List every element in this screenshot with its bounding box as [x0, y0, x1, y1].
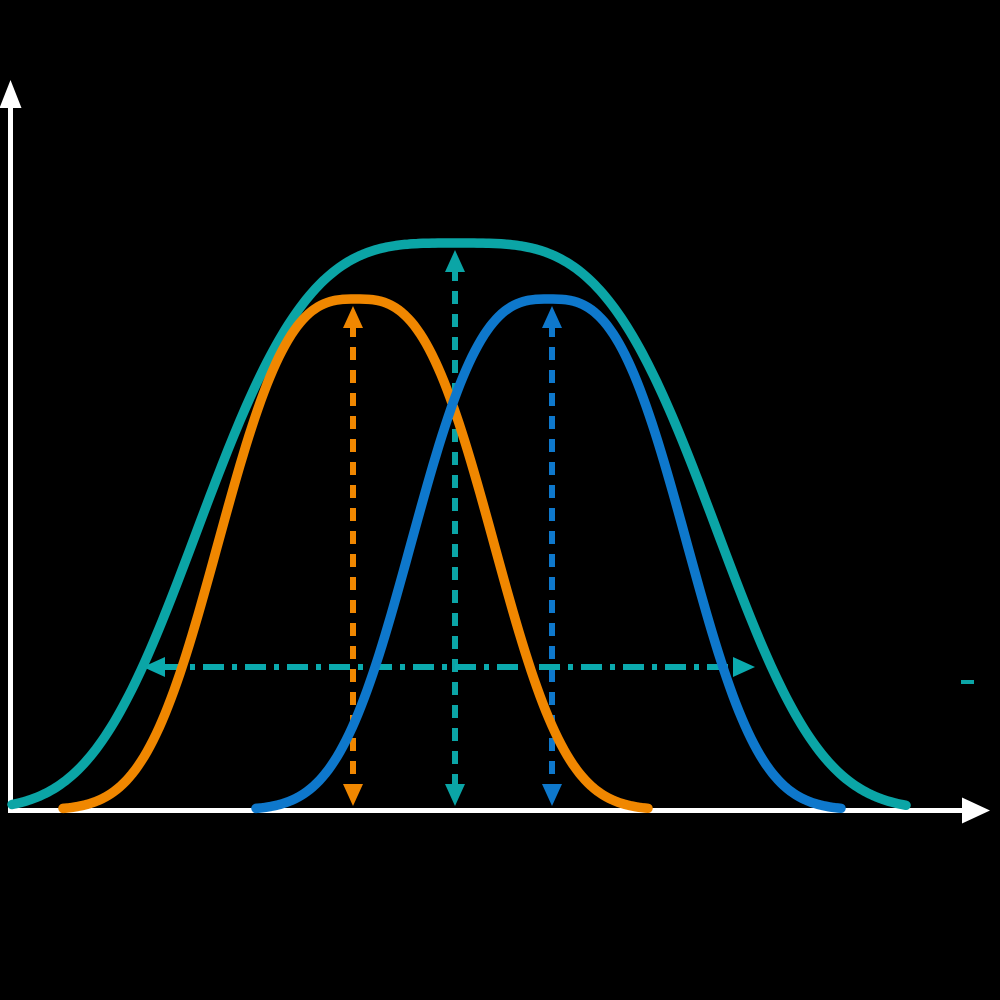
curve-wide-flat-top-curve — [7, 238, 911, 811]
curve-left-narrow-curve — [58, 294, 653, 814]
peak-height-arrow-teal-down-arrowhead-icon — [445, 784, 465, 806]
peak-height-arrow-teal-up-arrowhead-icon — [445, 250, 465, 272]
peak-height-arrow-blue-up-arrowhead-icon — [542, 306, 562, 328]
peak-height-arrow-orange-up-arrowhead-icon — [343, 306, 363, 328]
y-axis-arrowhead-icon — [0, 80, 22, 108]
x-axis-arrowhead-icon — [962, 797, 990, 824]
width-span-arrow-left-arrowhead-icon — [143, 657, 165, 677]
curve-right-narrow-curve — [251, 294, 846, 814]
peak-height-arrow-blue-down-arrowhead-icon — [542, 784, 562, 806]
width-span-arrow-right-arrowhead-icon — [733, 657, 755, 677]
peak-height-arrow-orange-down-arrowhead-icon — [343, 784, 363, 806]
